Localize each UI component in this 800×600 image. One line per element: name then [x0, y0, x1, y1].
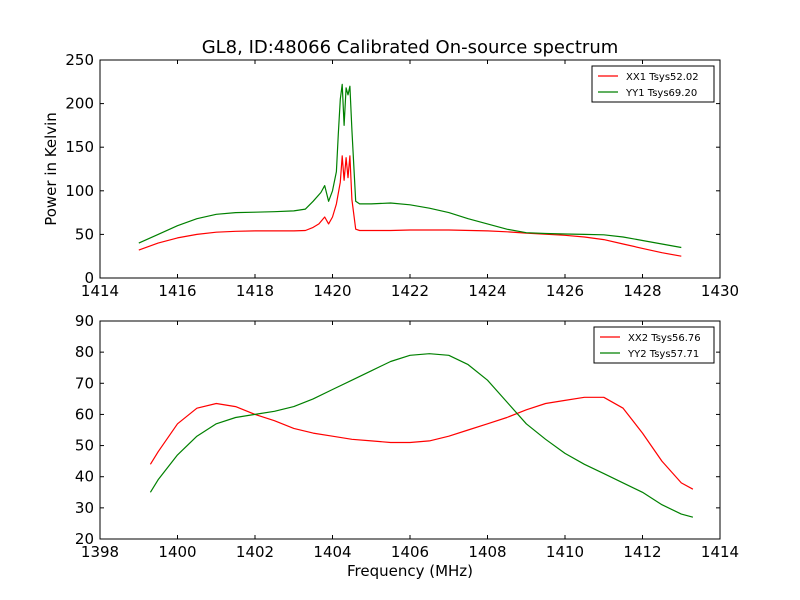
legend-label: YY1 Tsys69.20 — [625, 88, 697, 99]
x-tick-label: 1398 — [81, 543, 119, 561]
legend-label: XX2 Tsys56.76 — [628, 333, 701, 344]
x-tick-label: 1414 — [701, 543, 739, 561]
y-tick-label: 200 — [65, 95, 94, 113]
x-tick-label: 1428 — [623, 282, 661, 300]
x-tick-label: 1426 — [546, 282, 584, 300]
series-line-2-1 — [149, 396, 694, 490]
legend-box — [591, 65, 715, 103]
y-tick-label: 100 — [65, 182, 94, 200]
y-tick-label: 40 — [75, 468, 94, 486]
x-tick-label: 1414 — [81, 282, 119, 300]
chart-title: GL8, ID:48066 Calibrated On-source spect… — [202, 37, 619, 58]
x-tick-label: 1402 — [236, 543, 274, 561]
legend-label: YY2 Tsys57.71 — [627, 349, 699, 360]
charts-layer: 1414 1416 1418 1420 1422 1424 1426 1428 14300501… — [42, 51, 739, 580]
x-tick-label: 1404 — [313, 543, 351, 561]
x-tick-label: 1406 — [391, 543, 429, 561]
x-tick-label: 1410 — [546, 543, 584, 561]
series-line-1-1 — [138, 155, 682, 257]
x-tick-label: 1400 — [158, 543, 196, 561]
x-tick-label: 1422 — [391, 282, 429, 300]
x-tick-label: 1408 — [468, 543, 506, 561]
x-tick-label: 1418 — [236, 282, 274, 300]
legend: XX1 Tsys52.02 YY1 Tsys69.20 — [591, 65, 715, 103]
x-tick-label: 1412 — [623, 543, 661, 561]
y-tick-label: 50 — [75, 437, 94, 455]
chart-panel-2: 1398 1400 1402 1404 1406 1408 1410 1412 1414 20 30… — [75, 312, 739, 580]
y-tick-label: 90 — [75, 312, 94, 330]
legend-label: XX1 Tsys52.02 — [626, 72, 699, 83]
legend-box — [593, 326, 715, 364]
series-line-1-2 — [138, 83, 682, 249]
y-tick-label: 80 — [75, 343, 94, 361]
y-tick-label: 0 — [84, 269, 94, 287]
y-tick-label: 70 — [75, 374, 94, 392]
y-axis-label: Power in Kelvin — [42, 112, 60, 226]
x-axis-label: Frequency (MHz) — [347, 562, 473, 580]
y-tick-label: 50 — [75, 225, 94, 243]
y-tick-label: 20 — [75, 530, 94, 548]
y-tick-label: 250 — [65, 51, 94, 69]
x-tick-label: 1416 — [158, 282, 196, 300]
chart-panel-1: 1414 1416 1418 1420 1422 1424 1426 1428 1430 0 50 1… — [42, 51, 739, 300]
y-tick-label: 150 — [65, 138, 94, 156]
y-tick-label: 60 — [75, 405, 94, 423]
legend: XX2 Tsys56.76 YY2 Tsys57.71 — [593, 326, 715, 364]
x-tick-label: 1430 — [701, 282, 739, 300]
x-tick-label: 1424 — [468, 282, 506, 300]
y-tick-label: 30 — [75, 499, 94, 517]
series-line-2-2 — [149, 353, 694, 518]
x-tick-label: 1420 — [313, 282, 351, 300]
